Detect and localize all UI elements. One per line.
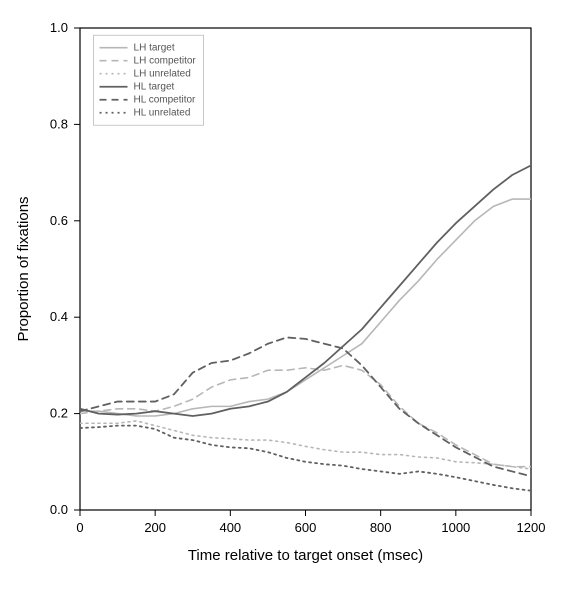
y-tick-label: 0.4 — [50, 309, 68, 324]
y-tick-label: 0.2 — [50, 406, 68, 421]
x-tick-label: 400 — [219, 520, 241, 535]
legend-label: HL target — [134, 82, 175, 93]
x-tick-label: 0 — [76, 520, 83, 535]
y-axis-label: Proportion of fixations — [15, 196, 32, 341]
x-tick-label: 1200 — [517, 520, 546, 535]
line-chart: 0 200 400 600 800 1000 1200 0.0 0.2 0.4 0.6 0.8 1.0 T… — [0, 0, 561, 600]
legend: LH target LH competitor LH unrelated HL tar… — [94, 35, 204, 125]
x-tick-label: 800 — [370, 520, 392, 535]
legend-label: LH competitor — [134, 56, 197, 67]
x-axis-label: Time relative to target onset (msec) — [188, 547, 423, 564]
y-tick-label: 1.0 — [50, 20, 68, 35]
legend-label: HL competitor — [134, 95, 197, 106]
x-tick-label: 600 — [295, 520, 317, 535]
legend-label: LH target — [134, 43, 175, 54]
legend-label: LH unrelated — [134, 69, 191, 80]
legend-label: HL unrelated — [134, 108, 191, 119]
y-tick-label: 0.0 — [50, 502, 68, 517]
y-tick-label: 0.6 — [50, 213, 68, 228]
chart-container: 0 200 400 600 800 1000 1200 0.0 0.2 0.4 0.6 0.8 1.0 T… — [0, 0, 561, 600]
y-tick-label: 0.8 — [50, 116, 68, 131]
x-tick-label: 200 — [144, 520, 166, 535]
x-tick-label: 1000 — [441, 520, 470, 535]
